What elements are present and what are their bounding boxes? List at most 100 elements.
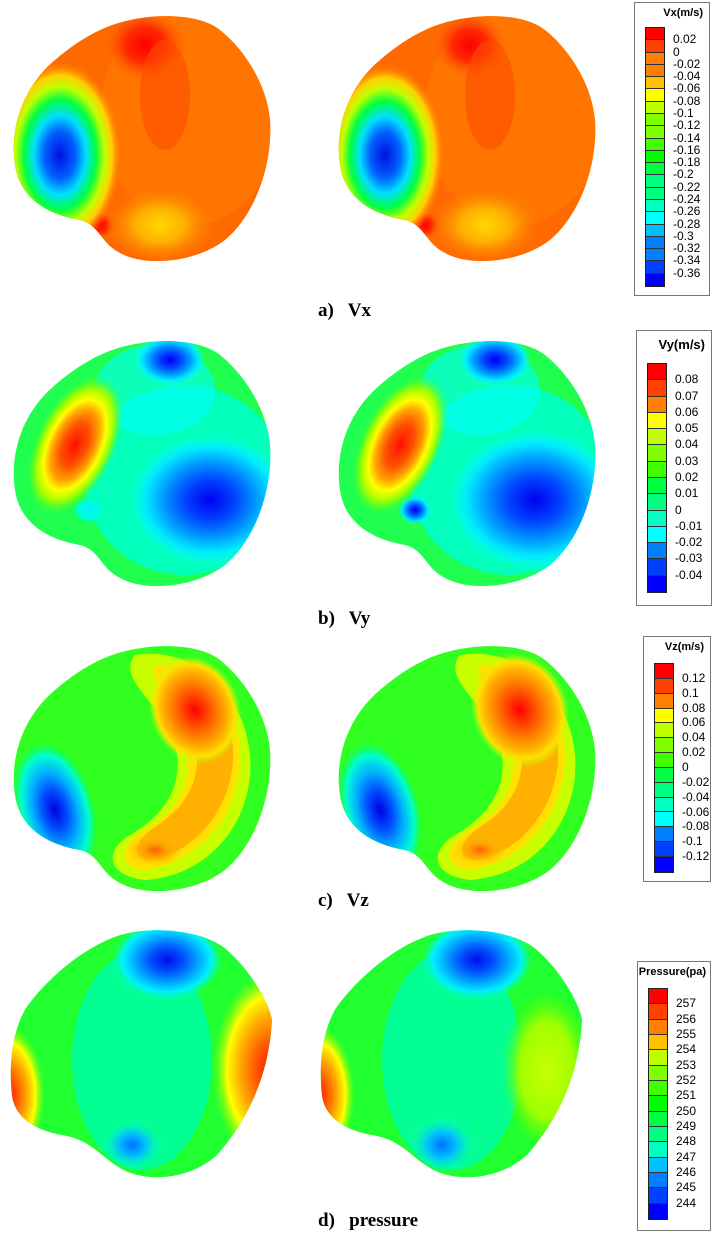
colorbar-tick-label: 0.06 (675, 404, 699, 419)
colorbar-swatch (648, 575, 666, 592)
colorbar-tick-label: -0.1 (682, 834, 703, 849)
colorbar-swatch (646, 89, 664, 102)
vz-contour-left (13, 646, 271, 892)
legend-title: Vy(m/s) (658, 337, 705, 352)
colorbar-swatch (646, 52, 664, 65)
colorbar-swatch (649, 989, 667, 1005)
colorbar-swatch (649, 1065, 667, 1081)
colorbar-swatch (646, 150, 664, 164)
colorbar-swatch (655, 782, 673, 798)
colorbar-swatch (649, 1050, 667, 1066)
colorbar-tick-label: 0.08 (675, 372, 699, 387)
colorbar-swatch (649, 1126, 667, 1143)
colorbar-tick-label: 0.03 (675, 453, 699, 468)
colorbar-tick-label: -0.12 (682, 849, 710, 864)
colorbar-tick-label: 0 (675, 502, 682, 517)
colorbar-tick-label: 0 (682, 760, 689, 774)
colorbar-tick-label: -0.34 (673, 253, 701, 268)
colorbar-tick-label: -0.04 (682, 789, 710, 804)
colorbar-tick-label: -0.12 (673, 118, 701, 133)
colorbar-swatch (649, 1157, 667, 1173)
colorbar-tick-label: 245 (676, 1180, 697, 1195)
colorbar-swatch (649, 1188, 667, 1204)
colorbar-tick-label: 0.12 (682, 670, 706, 685)
colorbar-tick-label: 0 (673, 44, 680, 59)
panel-vx: a) Vx Vx(m/s) 0.02 0 -0.02 -0.04 -0.06 -0.08-… (0, 0, 715, 330)
colorbar (647, 363, 667, 593)
caption-vy: b) Vy (318, 608, 371, 629)
colorbar-swatch (646, 187, 664, 200)
colorbar-tick-label: -0.03 (675, 551, 703, 566)
colorbar-tick-label: 0.07 (675, 388, 699, 403)
colorbar-swatch (646, 40, 664, 53)
colorbar-swatch (648, 429, 666, 446)
colorbar-swatch (648, 494, 666, 511)
colorbar-swatch (655, 738, 673, 754)
colorbar-tick-label: 252 (676, 1073, 697, 1087)
vx-contour-left (13, 16, 271, 262)
colorbar-swatch (646, 138, 664, 151)
colorbar-swatch (648, 380, 666, 397)
colorbar-swatch (655, 664, 673, 679)
colorbar-swatch (655, 827, 673, 843)
caption-pressure: d) pressure (318, 1210, 419, 1231)
colorbar-tick-label: -0.01 (675, 518, 703, 533)
colorbar-swatch (648, 526, 666, 544)
legend-title: Vx(m/s) (663, 7, 703, 19)
colorbar-tick-label: -0.02 (682, 774, 710, 789)
colorbar-swatch (648, 445, 666, 462)
colorbar-tick-label: 246 (676, 1165, 697, 1179)
colorbar-tick-label: 0.08 (682, 700, 706, 715)
colorbar-swatch (646, 113, 664, 127)
colorbar-tick-label: 249 (676, 1119, 697, 1133)
caption-vx: a) Vx (318, 300, 371, 321)
colorbar-tick-label: 255 (676, 1027, 697, 1041)
colorbar (645, 27, 665, 287)
colorbar-tick-label: 0.02 (673, 32, 697, 47)
colorbar-swatch (655, 678, 673, 694)
colorbar-swatch (649, 1034, 667, 1051)
colorbar-tick-label: -0.2 (673, 167, 694, 182)
colorbar (648, 988, 668, 1220)
colorbar-swatch (655, 723, 673, 739)
colorbar (654, 663, 674, 873)
colorbar-swatch (649, 1080, 667, 1097)
colorbar-swatch (648, 477, 666, 495)
colorbar-swatch (646, 261, 664, 274)
colorbar-tick-label: 0.04 (675, 437, 699, 452)
colorbar-tick-label: -0.06 (673, 81, 701, 96)
colorbar-swatch (649, 1142, 667, 1158)
colorbar-tick-label: -0.36 (673, 265, 701, 280)
colorbar-swatch (646, 236, 664, 250)
vy-contour-right (338, 341, 596, 587)
colorbar-swatch (655, 812, 673, 828)
vz-contour-right (338, 646, 596, 892)
colorbar-swatch (648, 543, 666, 560)
colorbar-swatch (655, 842, 673, 857)
colorbar-swatch (649, 1203, 667, 1219)
colorbar-tick-label: -0.22 (673, 179, 701, 194)
colorbar-tick-label: -0.1 (673, 106, 694, 120)
legend-vx: Vx(m/s) 0.02 0 -0.02 -0.04 -0.06 -0.08 -0.1 -0.… (634, 2, 710, 296)
colorbar-tick-label: -0.3 (673, 228, 694, 243)
colorbar-swatch (649, 1172, 667, 1189)
colorbar-tick-label: 0.06 (682, 715, 706, 730)
colorbar-swatch (646, 28, 664, 41)
colorbar-tick-label: 0.01 (675, 486, 699, 501)
legend-title: Vz(m/s) (664, 641, 704, 653)
colorbar-swatch (649, 1111, 667, 1127)
colorbar-tick-label: 257 (676, 996, 697, 1011)
colorbar-tick-label: 0.02 (675, 470, 699, 484)
colorbar-tick-label: -0.06 (682, 804, 710, 819)
colorbar-tick-label: 250 (676, 1103, 697, 1118)
panel-pressure: d) pressure Pressure(pa) 257 256 255 254 253… (0, 920, 715, 1239)
colorbar-swatch (649, 1096, 667, 1112)
colorbar-swatch (648, 412, 666, 430)
colorbar-swatch (649, 1019, 667, 1035)
colorbar-swatch (646, 273, 664, 286)
colorbar-swatch (655, 693, 673, 709)
colorbar-tick-label: -0.16 (673, 142, 701, 157)
colorbar-tick-label: 251 (676, 1088, 697, 1103)
colorbar-tick-label: -0.26 (673, 204, 701, 219)
pressure-contour-left (10, 930, 272, 1178)
